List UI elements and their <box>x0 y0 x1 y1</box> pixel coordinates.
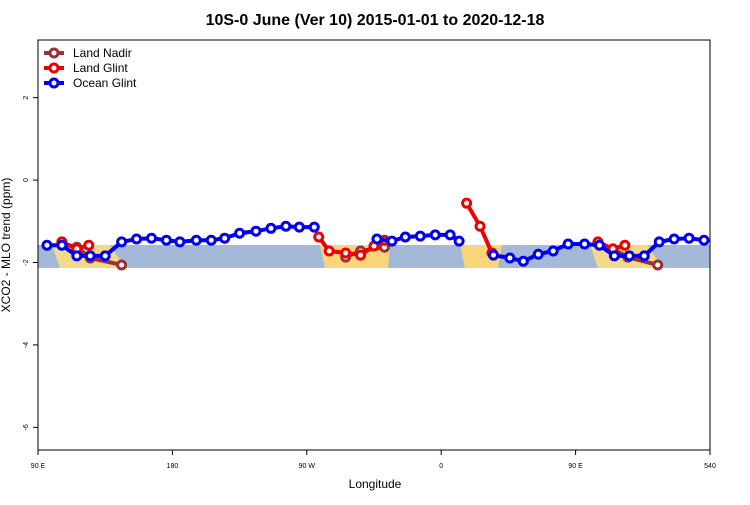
y-tick-label: -4 <box>23 342 30 348</box>
point <box>145 232 157 244</box>
point <box>234 227 246 239</box>
point <box>652 259 664 271</box>
legend-label: Ocean Glint <box>73 76 137 90</box>
point <box>308 221 320 233</box>
point <box>429 229 441 241</box>
point <box>83 239 95 251</box>
x-tick-label: 90 E <box>568 463 583 470</box>
point <box>265 222 277 234</box>
legend-label: Land Nadir <box>73 46 132 60</box>
point <box>698 234 710 246</box>
point <box>116 259 128 271</box>
point <box>461 197 473 209</box>
legend-marker <box>48 47 60 59</box>
legend-label: Land Glint <box>73 61 128 75</box>
y-tick-label: 2 <box>23 96 30 100</box>
y-tick-label: -2 <box>23 259 30 265</box>
point <box>453 235 465 247</box>
chart-title: 10S-0 June (Ver 10) 2015-01-01 to 2020-1… <box>206 12 545 29</box>
plot-frame <box>37 39 711 451</box>
x-tick-label: 90 W <box>299 463 316 470</box>
point <box>562 238 574 250</box>
point <box>683 232 695 244</box>
point <box>386 235 398 247</box>
point <box>623 250 635 262</box>
point <box>116 236 128 248</box>
point <box>41 239 53 251</box>
point <box>190 234 202 246</box>
point <box>653 236 665 248</box>
y-axis-label: XCO2 - MLO trend (ppm) <box>0 178 13 313</box>
point <box>280 220 292 232</box>
point <box>340 247 352 259</box>
y-tick-label: -6 <box>23 424 30 430</box>
x-tick-label: 540 <box>704 463 716 470</box>
point <box>638 250 650 262</box>
point <box>487 249 499 261</box>
point <box>293 221 305 233</box>
point <box>160 234 172 246</box>
point <box>99 250 111 262</box>
point <box>668 233 680 245</box>
point <box>71 250 83 262</box>
point <box>517 255 529 267</box>
point <box>399 231 411 243</box>
x-tick-label: 0 <box>439 463 443 470</box>
x-axis-label: Longitude <box>349 477 402 491</box>
point <box>323 245 335 257</box>
point <box>593 239 605 251</box>
point <box>504 252 516 264</box>
point <box>84 250 96 262</box>
point <box>205 234 217 246</box>
point <box>474 220 486 232</box>
x-tick-label: 180 <box>167 463 179 470</box>
point <box>131 233 143 245</box>
point <box>532 248 544 260</box>
legend-marker <box>48 77 60 89</box>
x-tick-label: 90 E <box>31 463 46 470</box>
point <box>355 249 367 261</box>
point <box>444 229 456 241</box>
y-tick-label: 0 <box>23 178 30 182</box>
point <box>219 232 231 244</box>
point <box>56 239 68 251</box>
point <box>174 236 186 248</box>
point <box>608 250 620 262</box>
point <box>579 238 591 250</box>
point <box>371 233 383 245</box>
point <box>414 230 426 242</box>
point <box>250 225 262 237</box>
point <box>547 245 559 257</box>
legend-marker <box>48 62 60 74</box>
point <box>619 239 631 251</box>
point <box>313 231 325 243</box>
